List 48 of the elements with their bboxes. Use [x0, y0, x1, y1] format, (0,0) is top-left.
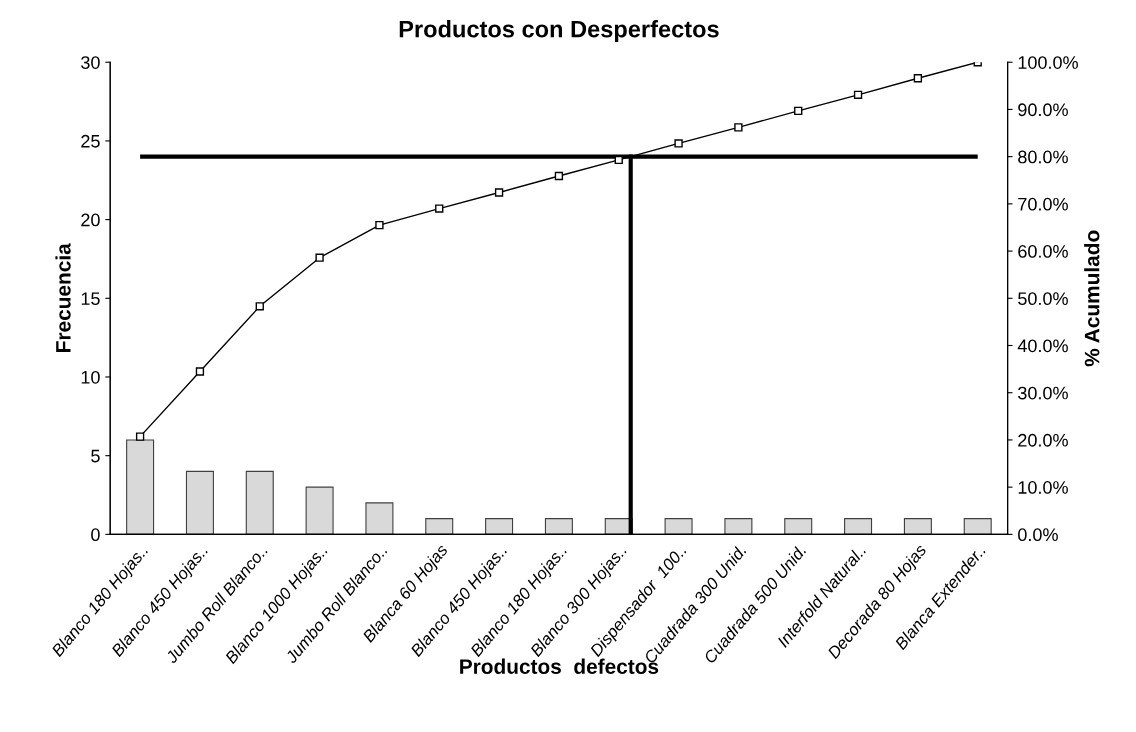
bar: [185, 470, 214, 535]
bar: [963, 518, 992, 535]
bar: [544, 518, 573, 535]
y-tick-label: 20: [81, 213, 100, 227]
bar: [844, 518, 873, 535]
y2-tick-label: 40.0%: [1017, 339, 1068, 353]
bar: [305, 486, 334, 535]
bar: [425, 518, 454, 535]
point: [315, 253, 324, 262]
point: [554, 171, 564, 181]
y2-tick-label: 10.0%: [1018, 481, 1068, 494]
bar: [784, 518, 813, 535]
point: [255, 302, 264, 311]
y2-tick-label: 30.0%: [1018, 386, 1068, 400]
y-tick-label: 15: [81, 292, 100, 306]
y2-tick-label: 60.0%: [1018, 245, 1068, 258]
bar: [724, 518, 753, 535]
point: [734, 123, 743, 132]
y2-tick-label: 80.0%: [1018, 150, 1068, 164]
point: [195, 367, 205, 376]
y-tick-label: 25: [81, 134, 100, 148]
point: [853, 90, 863, 99]
y2-tick-label: 100.0%: [1018, 56, 1078, 69]
bar: [664, 518, 693, 535]
point: [794, 106, 803, 116]
y-tick-label: 30: [81, 56, 100, 69]
bar: [903, 518, 932, 535]
y2-tick-label: 0.0%: [1018, 528, 1058, 542]
y-tick-label: 0: [91, 528, 100, 542]
y2-tick-label: 50.0%: [1018, 292, 1068, 306]
bar: [485, 518, 514, 535]
bar: [245, 470, 274, 535]
y-axis-title: Frecuencia: [55, 243, 71, 352]
bar: [126, 439, 155, 535]
bar: [365, 502, 394, 535]
y2-tick-label: 90.0%: [1018, 103, 1068, 117]
point: [375, 220, 384, 230]
point: [435, 204, 444, 213]
y2-tick-label: 70.0%: [1018, 197, 1068, 211]
y-tick-label: 10: [81, 370, 100, 384]
point: [135, 432, 145, 441]
point: [494, 188, 504, 197]
point: [674, 139, 683, 148]
y2-tick-label: 20.0%: [1018, 433, 1068, 447]
y2-axis-title: % Acumulado: [1084, 230, 1100, 367]
point: [913, 74, 923, 83]
y-tick-label: 5: [91, 449, 100, 463]
chart-title: Productos con Desperfectos: [399, 20, 719, 43]
